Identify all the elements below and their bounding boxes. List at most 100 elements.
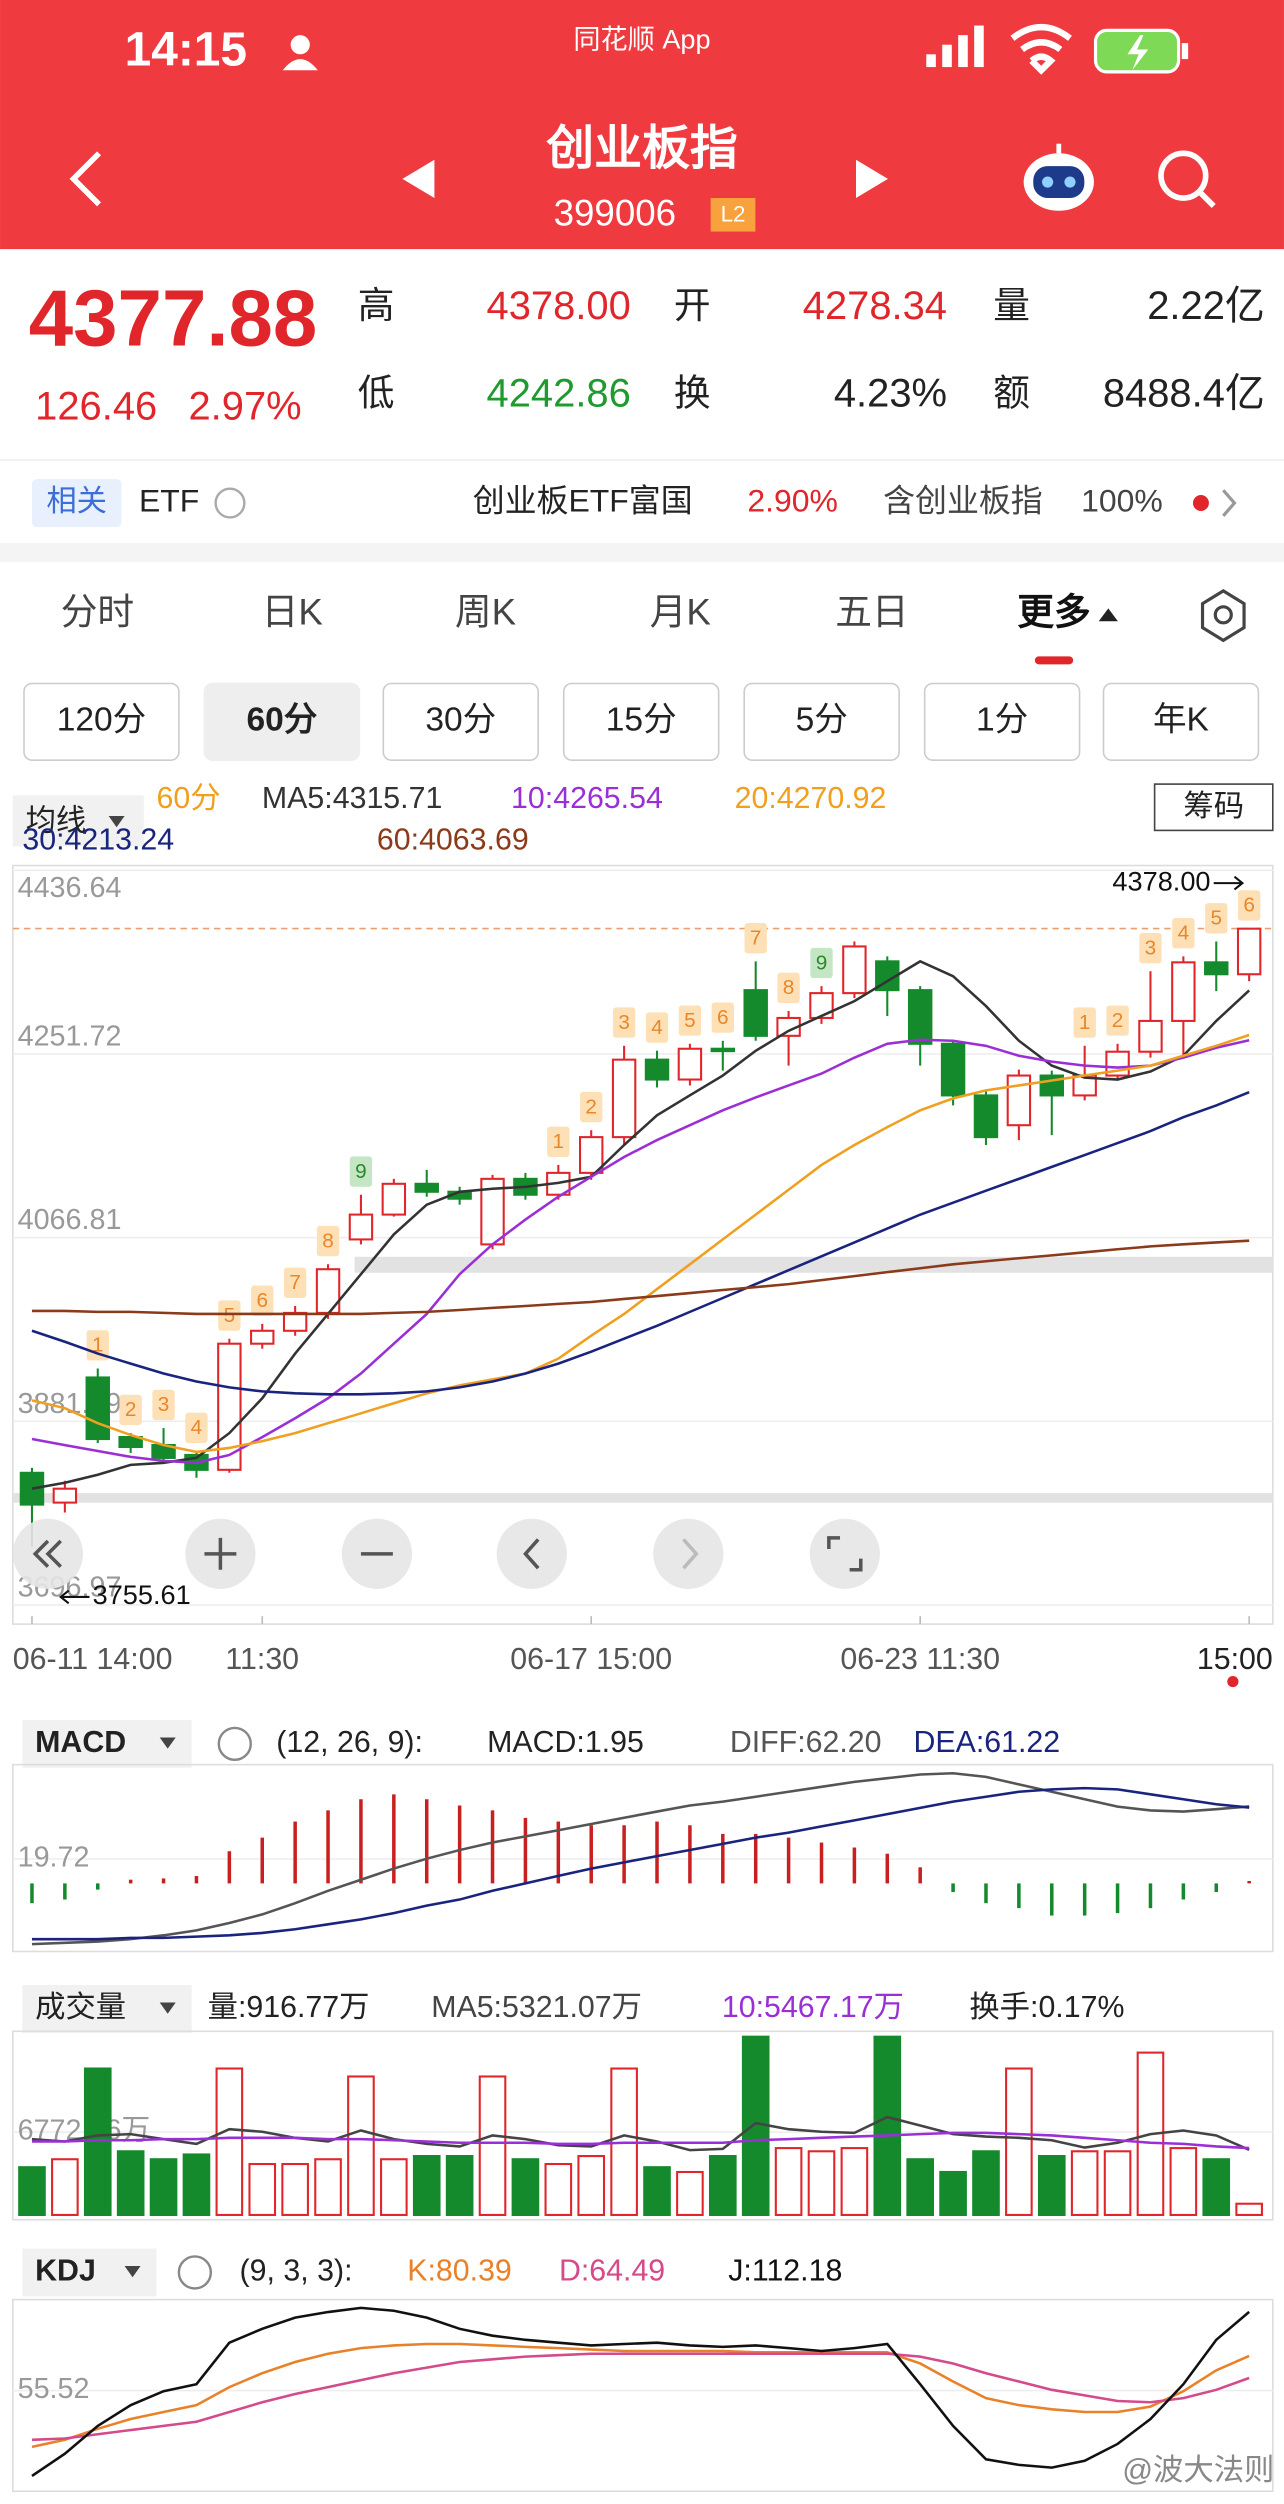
signal-icon	[926, 25, 984, 68]
volume-bar	[1070, 2150, 1099, 2216]
settings-icon[interactable]	[1200, 588, 1246, 643]
period-button[interactable]	[203, 682, 361, 761]
legend-entry: DEA:61.22	[913, 1726, 1060, 1759]
tag-bg	[31, 479, 122, 527]
indicator-line	[31, 2306, 1250, 2477]
chart-frame	[12, 864, 1274, 1625]
volume-bar	[116, 2150, 145, 2216]
volume-bar	[281, 2162, 309, 2216]
control-fullscreen[interactable]	[809, 1518, 880, 1589]
help-icon[interactable]	[217, 1726, 252, 1762]
related-index: 含创业板指	[883, 482, 1043, 518]
sequence-number: 8	[322, 1229, 334, 1252]
sequence-badge	[349, 1156, 373, 1187]
macd-select-bg[interactable]	[22, 1719, 192, 1768]
dropdown-arrow	[159, 2002, 176, 2014]
legend-entry: J:112.18	[728, 2254, 842, 2287]
tab[interactable]: 分时	[61, 592, 134, 633]
sequence-badge	[316, 1225, 340, 1257]
related-tag: 相关	[46, 484, 107, 518]
period-button[interactable]	[382, 682, 539, 761]
candle-body	[1204, 961, 1229, 976]
sequence-number: 9	[355, 1160, 367, 1183]
kdj-params: (9, 3, 3):	[240, 2254, 353, 2287]
control-right[interactable]	[653, 1518, 724, 1589]
tab-underline	[1034, 656, 1074, 665]
sequence-number: 5	[684, 1009, 696, 1032]
y-tick-label: 19.72	[18, 1842, 90, 1874]
period-button[interactable]	[1102, 682, 1260, 761]
tab[interactable]: 周K	[455, 592, 517, 633]
sequence-number: 1	[1079, 1011, 1091, 1034]
candle-body	[118, 1436, 143, 1449]
period-button[interactable]	[743, 682, 900, 761]
x-tick-label: 06-23 11:30	[840, 1643, 1000, 1676]
price: 4377.88	[29, 273, 318, 362]
legend-entry: DIFF:62.20	[730, 1726, 882, 1759]
related-fund[interactable]: 创业板ETF富国	[473, 482, 693, 518]
candle-body	[677, 1047, 703, 1081]
tab[interactable]: 五日	[835, 592, 908, 633]
volume-bar	[511, 2158, 540, 2216]
status-app: 同花顺 App	[573, 24, 710, 55]
candle-body	[381, 1182, 407, 1216]
sequence-number: 2	[585, 1095, 597, 1118]
volume-bar	[873, 2035, 902, 2216]
ma-period: 60分	[157, 782, 221, 815]
search-icon[interactable]	[1158, 150, 1216, 208]
indicator-line	[31, 1786, 1250, 1941]
ma-select-bg[interactable]	[12, 795, 144, 847]
max-label: 4378.00	[1112, 865, 1210, 896]
volume-select-bg[interactable]	[22, 1984, 192, 2033]
sequence-number: 4	[191, 1416, 203, 1439]
robot-icon[interactable]	[1023, 143, 1094, 211]
candle-body	[1006, 1074, 1032, 1127]
volume-bar	[314, 2158, 342, 2216]
prev-button[interactable]	[402, 159, 435, 199]
sequence-number: 3	[158, 1393, 170, 1416]
person-icon	[282, 35, 318, 71]
sequence-badge	[1073, 1007, 1096, 1038]
volume-bar	[906, 2158, 935, 2216]
period-button[interactable]	[23, 682, 180, 761]
sequence-number: 6	[1243, 894, 1255, 917]
back-button[interactable]	[69, 151, 102, 207]
related-fund-change: 2.90%	[747, 482, 838, 518]
stat-value: 4242.86	[487, 372, 631, 416]
next-button[interactable]	[855, 159, 888, 199]
tab[interactable]: 更多	[1017, 592, 1090, 633]
tab[interactable]: 日K	[262, 592, 324, 633]
indicator-line	[31, 959, 1251, 1490]
overlay-band	[12, 1493, 1273, 1503]
volume-bar	[215, 2067, 244, 2216]
tab[interactable]: 月K	[650, 592, 712, 633]
control-left[interactable]	[496, 1518, 567, 1589]
volume-bar	[544, 2162, 573, 2216]
header-title: 创业板指	[546, 122, 738, 175]
info-icon[interactable]	[214, 487, 246, 519]
chevron[interactable]	[1222, 489, 1237, 517]
sequence-number: 1	[92, 1334, 104, 1357]
period-button[interactable]	[562, 682, 720, 761]
chip-button[interactable]	[1153, 783, 1274, 832]
sequence-badge	[1205, 903, 1228, 934]
help-icon[interactable]	[177, 2255, 213, 2290]
volume-bar	[1037, 2155, 1066, 2216]
legend-entry: 60:4063.69	[377, 824, 529, 857]
stat-label: 低	[358, 373, 395, 414]
related-weight: 100%	[1081, 482, 1163, 518]
legend-entry: K:80.39	[407, 2254, 512, 2287]
sequence-badge	[711, 1002, 734, 1033]
volume-title: 成交量	[35, 1990, 126, 2024]
candle-body	[1236, 927, 1262, 976]
candle-body	[19, 1471, 45, 1506]
period-button[interactable]	[923, 682, 1081, 761]
stat-value: 4.23%	[834, 372, 947, 416]
sequence-number: 7	[750, 926, 762, 949]
period-label: 5分	[796, 702, 848, 739]
volume-bar	[182, 2153, 211, 2216]
stat-value: 8488.4亿	[1103, 372, 1265, 416]
stat-label: 高	[358, 285, 395, 326]
live-dot	[1227, 1675, 1239, 1688]
